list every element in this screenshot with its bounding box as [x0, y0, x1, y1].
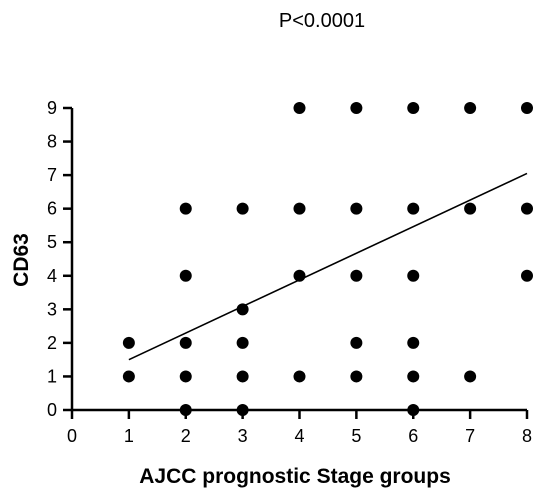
data-point — [122, 336, 135, 349]
data-point — [407, 202, 420, 215]
data-point — [407, 370, 420, 383]
y-tick-label: 8 — [47, 132, 57, 152]
data-point — [464, 102, 477, 114]
x-axis-label: AJCC prognostic Stage groups — [139, 465, 451, 488]
data-point — [293, 269, 306, 282]
data-point — [407, 102, 420, 114]
y-tick-label: 5 — [47, 232, 57, 252]
y-tick-label: 4 — [47, 266, 57, 286]
data-point — [293, 370, 306, 383]
data-point — [293, 202, 306, 215]
y-tick-label: 9 — [47, 98, 57, 118]
data-points — [122, 102, 533, 416]
x-tick-label: 3 — [238, 426, 248, 446]
data-point — [407, 269, 420, 282]
data-point — [350, 102, 363, 114]
axes: 0 1 2 3 4 5 6 7 8 0 1 2 3 4 5 6 7 8 9 — [47, 98, 532, 446]
data-point — [179, 370, 192, 383]
data-point — [236, 336, 249, 349]
data-point — [179, 202, 192, 215]
data-point — [179, 336, 192, 349]
x-tick-label: 5 — [351, 426, 361, 446]
data-point — [464, 202, 477, 215]
data-point — [464, 370, 477, 383]
data-point — [407, 404, 420, 416]
p-value-annotation: P<0.0001 — [279, 10, 365, 32]
data-point — [350, 370, 363, 383]
trend-line-group — [128, 172, 528, 361]
data-point — [236, 404, 249, 416]
data-point — [521, 202, 533, 215]
x-tick-label: 7 — [465, 426, 475, 446]
y-tick-label: 2 — [47, 333, 57, 353]
data-point — [293, 102, 306, 114]
x-tick-label: 2 — [181, 426, 191, 446]
trend-line — [128, 172, 528, 361]
y-tick-label: 6 — [47, 199, 57, 219]
data-point — [236, 370, 249, 383]
x-tick-label: 1 — [124, 426, 134, 446]
data-point — [236, 303, 249, 316]
data-point — [122, 370, 135, 383]
data-point — [407, 336, 420, 349]
data-point — [350, 269, 363, 282]
x-tick-label: 6 — [408, 426, 418, 446]
x-tick-label: 0 — [67, 426, 77, 446]
data-point — [179, 269, 192, 282]
x-tick-label: 8 — [522, 426, 532, 446]
y-tick-label: 1 — [47, 366, 57, 386]
data-point — [236, 202, 249, 215]
data-point — [179, 404, 192, 416]
data-point — [521, 269, 533, 282]
x-tick-label: 4 — [294, 426, 304, 446]
y-tick-label: 3 — [47, 299, 57, 319]
data-point — [521, 102, 533, 114]
data-point — [350, 336, 363, 349]
data-point — [350, 202, 363, 215]
y-axis-label: CD63 — [10, 233, 33, 287]
y-tick-label: 0 — [47, 400, 57, 420]
y-tick-label: 7 — [47, 165, 57, 185]
